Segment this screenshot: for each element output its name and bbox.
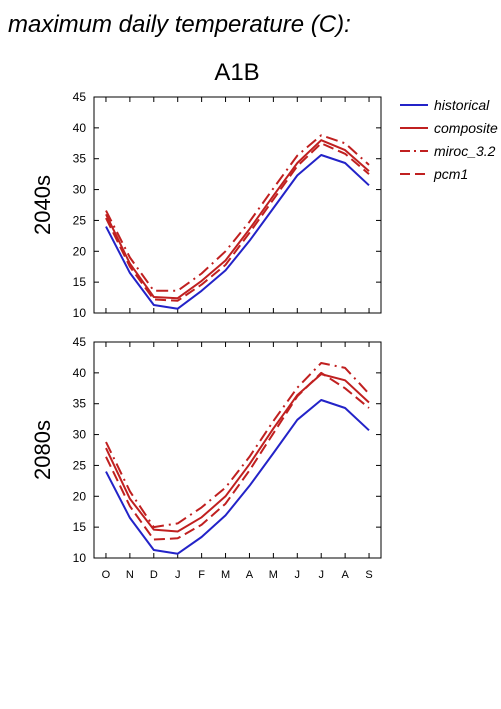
- legend-label: composite: [434, 120, 498, 136]
- series-line-historical: [105, 154, 370, 310]
- legend-label: historical: [434, 97, 490, 113]
- panel-1: 10 15 20 25 30 35 40 45 O N D J F M A M J J A S 2080s: [30, 335, 382, 581]
- scenario-title: A1B: [214, 59, 259, 86]
- x-tick-label: S: [365, 569, 372, 581]
- legend-item: historical: [400, 97, 490, 113]
- series-line-pcm1: [105, 371, 370, 541]
- plot-frame: [93, 96, 382, 314]
- plot-frame: [93, 341, 382, 559]
- y-tick-label: 45: [73, 90, 87, 104]
- legend-item: pcm1: [400, 166, 468, 182]
- y-tick-label: 20: [73, 489, 87, 503]
- x-tick-label: F: [198, 569, 205, 581]
- x-tick-label: M: [221, 569, 230, 581]
- x-tick-label: A: [246, 569, 254, 581]
- y-tick-label: 40: [73, 121, 87, 135]
- y-tick-label: 25: [73, 458, 87, 472]
- y-tick-label: 35: [73, 397, 87, 411]
- legend: historical composite miroc_3.2 pcm1: [400, 97, 498, 182]
- x-tick-label: M: [269, 569, 278, 581]
- series-line-pcm1: [105, 142, 370, 302]
- x-tick-label: N: [126, 569, 134, 581]
- y-tick-label: 20: [73, 244, 87, 258]
- series-line-miroc-3-2: [105, 362, 370, 529]
- y-tick-label: 10: [73, 551, 87, 565]
- y-tick-label: 40: [73, 366, 87, 380]
- y-tick-label: 30: [73, 183, 87, 197]
- x-tick-label: J: [318, 569, 324, 581]
- y-tick-label: 15: [73, 275, 87, 289]
- legend-item: composite: [400, 120, 498, 136]
- y-tick-label: 45: [73, 335, 87, 349]
- y-tick-label: 25: [73, 213, 87, 227]
- y-tick-label: 10: [73, 306, 87, 320]
- series-line-miroc-3-2: [105, 134, 370, 292]
- legend-label: pcm1: [433, 166, 468, 182]
- x-tick-label: A: [341, 569, 349, 581]
- y-tick-label: 15: [73, 520, 87, 534]
- x-tick-label: J: [175, 569, 181, 581]
- x-tick-label: O: [102, 569, 111, 581]
- legend-item: miroc_3.2: [400, 143, 496, 159]
- y-tick-label: 30: [73, 428, 87, 442]
- series-line-historical: [105, 399, 370, 555]
- panel-label: 2040s: [30, 175, 55, 235]
- x-tick-label: J: [295, 569, 301, 581]
- legend-label: miroc_3.2: [434, 143, 496, 159]
- figure-title: maximum daily temperature (C):: [8, 11, 351, 38]
- panels: 10 15 20 25 30 35 40 45 2040s 10 15 20 25 30 35 40 45 O N D…: [30, 90, 382, 581]
- x-tick-label: D: [150, 569, 158, 581]
- panel-0: 10 15 20 25 30 35 40 45 2040s: [30, 90, 382, 320]
- panel-label: 2080s: [30, 420, 55, 480]
- series-line-composite: [105, 373, 370, 533]
- y-tick-label: 35: [73, 152, 87, 166]
- series-line-composite: [105, 139, 370, 300]
